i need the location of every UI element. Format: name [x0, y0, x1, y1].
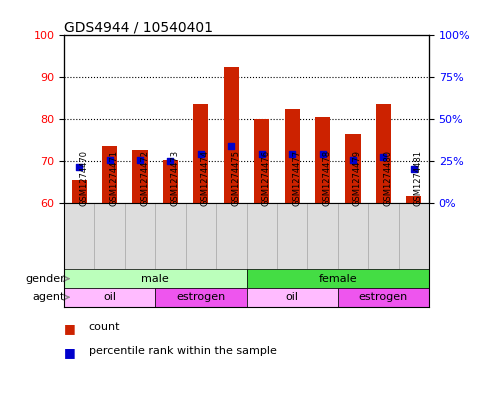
Text: estrogen: estrogen — [359, 292, 408, 302]
Bar — [186, 202, 216, 269]
Text: agent: agent — [33, 292, 65, 302]
Point — [136, 157, 144, 163]
Bar — [64, 269, 246, 288]
Point — [106, 157, 113, 163]
Point — [167, 158, 175, 164]
Bar — [406, 196, 422, 202]
Bar — [338, 288, 429, 307]
Text: GSM1274478: GSM1274478 — [322, 150, 331, 206]
Bar — [216, 202, 246, 269]
Text: GSM1274479: GSM1274479 — [353, 150, 362, 206]
Point — [75, 164, 83, 170]
Point — [227, 143, 235, 149]
Text: oil: oil — [103, 292, 116, 302]
Text: GSM1274480: GSM1274480 — [384, 150, 392, 206]
Text: GSM1274473: GSM1274473 — [171, 150, 179, 206]
Bar — [307, 202, 338, 269]
Bar — [246, 202, 277, 269]
Text: GSM1274475: GSM1274475 — [231, 150, 240, 206]
Text: estrogen: estrogen — [176, 292, 225, 302]
Text: GSM1274471: GSM1274471 — [109, 150, 119, 206]
Point — [197, 151, 205, 158]
Text: ■: ■ — [64, 322, 76, 335]
Text: oil: oil — [285, 292, 299, 302]
Bar — [155, 288, 246, 307]
Text: GSM1274476: GSM1274476 — [262, 150, 271, 206]
Bar — [246, 288, 338, 307]
Bar — [64, 288, 155, 307]
Bar — [338, 202, 368, 269]
Text: GSM1274472: GSM1274472 — [140, 150, 149, 206]
Text: GSM1274470: GSM1274470 — [79, 150, 88, 206]
Point — [410, 166, 418, 172]
Bar — [277, 202, 307, 269]
Bar — [224, 67, 239, 202]
Text: GDS4944 / 10540401: GDS4944 / 10540401 — [64, 20, 213, 34]
Point — [318, 151, 326, 158]
Bar — [368, 202, 398, 269]
Bar — [376, 104, 391, 202]
Bar — [193, 104, 209, 202]
Bar — [102, 146, 117, 202]
Bar — [133, 150, 148, 202]
Bar — [254, 119, 269, 202]
Bar — [155, 202, 186, 269]
Text: GSM1274477: GSM1274477 — [292, 150, 301, 206]
Bar — [398, 202, 429, 269]
Text: count: count — [89, 322, 120, 332]
Point — [380, 153, 387, 160]
Bar — [284, 108, 300, 202]
Bar — [64, 202, 95, 269]
Bar — [125, 202, 155, 269]
Text: percentile rank within the sample: percentile rank within the sample — [89, 346, 277, 356]
Text: gender: gender — [25, 274, 65, 284]
Bar — [71, 180, 87, 202]
Bar — [315, 117, 330, 202]
Bar — [95, 202, 125, 269]
Bar — [163, 160, 178, 202]
Text: GSM1274481: GSM1274481 — [414, 150, 423, 206]
Point — [349, 157, 357, 163]
Point — [258, 151, 266, 158]
Bar — [345, 134, 360, 202]
Bar — [246, 269, 429, 288]
Text: female: female — [318, 274, 357, 284]
Text: male: male — [141, 274, 169, 284]
Text: GSM1274474: GSM1274474 — [201, 150, 210, 206]
Text: ■: ■ — [64, 346, 76, 359]
Point — [288, 151, 296, 158]
